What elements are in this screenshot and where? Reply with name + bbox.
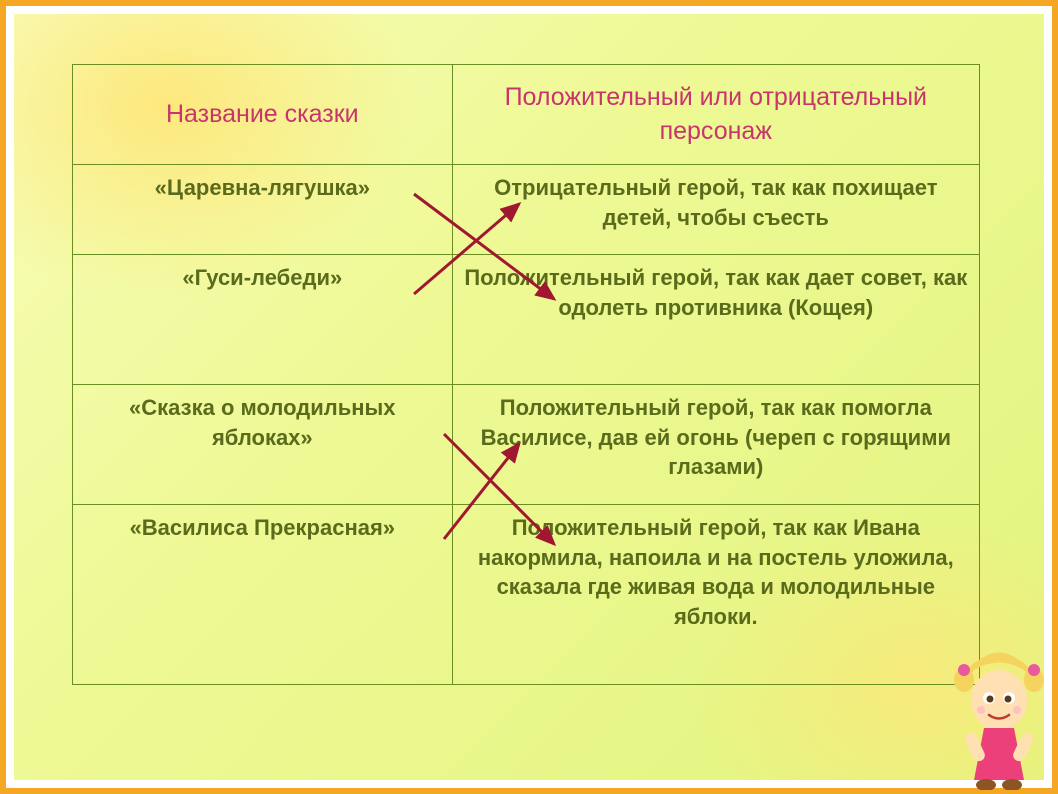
cell-tale: «Гуси-лебеди» (73, 255, 453, 385)
cell-tale: «Василиса Прекрасная» (73, 505, 453, 685)
slide-background: Название сказки Положительный или отрица… (14, 14, 1044, 780)
cell-tale: «Царевна-лягушка» (73, 165, 453, 255)
tales-table: Название сказки Положительный или отрица… (72, 64, 980, 685)
outer-frame: Название сказки Положительный или отрица… (0, 0, 1058, 794)
header-tale-name: Название сказки (73, 65, 453, 165)
cell-character: Отрицательный герой, так как похищает де… (452, 165, 979, 255)
table-row: «Царевна-лягушка» Отрицательный герой, т… (73, 165, 980, 255)
table-row: «Сказка о молодильных яблоках» Положител… (73, 385, 980, 505)
cell-character: Положительный герой, так как дает совет,… (452, 255, 979, 385)
table-row: «Гуси-лебеди» Положительный герой, так к… (73, 255, 980, 385)
table-header-row: Название сказки Положительный или отрица… (73, 65, 980, 165)
table-body: «Царевна-лягушка» Отрицательный герой, т… (73, 165, 980, 685)
table-row: «Василиса Прекрасная» Положительный геро… (73, 505, 980, 685)
cell-character: Положительный герой, так как помогла Вас… (452, 385, 979, 505)
cell-character: Положительный герой, так как Ивана накор… (452, 505, 979, 685)
cell-tale: «Сказка о молодильных яблоках» (73, 385, 453, 505)
cartoon-girl-decoration (944, 640, 1054, 790)
header-character-type: Положительный или отрицательный персонаж (452, 65, 979, 165)
